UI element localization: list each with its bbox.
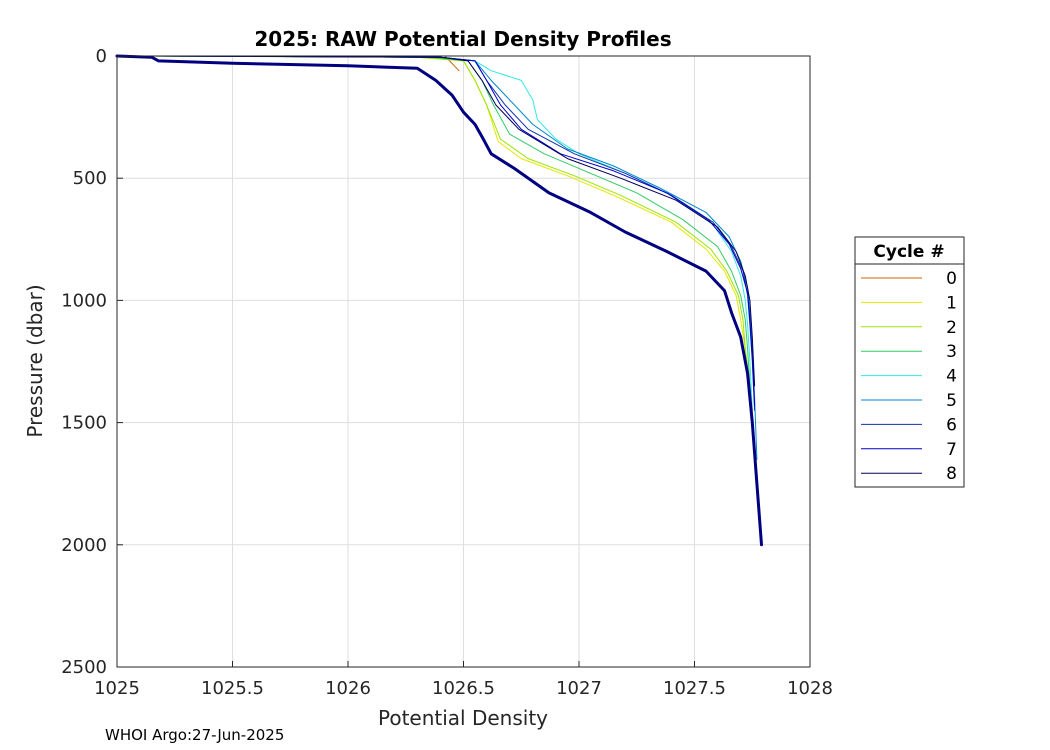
- footer-credit: WHOI Argo:27-Jun-2025: [105, 726, 284, 744]
- legend-label: 4: [946, 367, 957, 387]
- grid-lines: [117, 56, 810, 667]
- x-tick-label: 1026: [325, 678, 371, 699]
- x-tick-label: 1027.5: [663, 678, 726, 699]
- y-tick-label: 0: [96, 46, 107, 67]
- y-tick-label: 1000: [61, 290, 107, 311]
- x-tick-label: 1027: [556, 678, 602, 699]
- legend: Cycle # 0 1 2 3 4 5 6 7 8: [854, 236, 965, 488]
- series-line-cycle-8: [151, 55, 756, 387]
- y-tick-label: 500: [73, 168, 107, 189]
- legend-entries: 0 1 2 3 4 5 6 7 8: [861, 269, 957, 484]
- legend-title: Cycle #: [873, 242, 944, 262]
- legend-label: 1: [946, 293, 957, 313]
- x-tick-label: 1026.5: [432, 678, 495, 699]
- series-lines: [115, 54, 763, 547]
- axis-ticks: 1025 1025.5 1026 1026.5 1027 1027.5 1028 0 500 10…: [61, 46, 833, 699]
- y-tick-label: 1500: [61, 413, 107, 434]
- legend-label: 6: [946, 415, 957, 435]
- legend-label: 0: [946, 269, 957, 289]
- legend-label: 7: [946, 440, 957, 460]
- legend-label: 3: [946, 342, 957, 362]
- chart-title: 2025: RAW Potential Density Profiles: [254, 27, 671, 51]
- y-axis-label: Pressure (dbar): [23, 284, 47, 437]
- x-tick-label: 1028: [787, 678, 833, 699]
- y-tick-label: 2500: [61, 657, 107, 678]
- series-line-overlay-9: [115, 54, 763, 547]
- x-tick-label: 1025.5: [201, 678, 264, 699]
- legend-label: 8: [946, 464, 957, 484]
- legend-label: 2: [946, 318, 957, 338]
- y-tick-label: 2000: [61, 535, 107, 556]
- series-line-cycle-2: [151, 55, 753, 419]
- x-axis-label: Potential Density: [378, 706, 548, 730]
- series-line-cycle-7: [151, 55, 756, 406]
- x-tick-label: 1025: [94, 678, 140, 699]
- series-line-cycle-4: [151, 55, 753, 411]
- legend-label: 5: [946, 391, 957, 411]
- legend-box: [854, 236, 965, 488]
